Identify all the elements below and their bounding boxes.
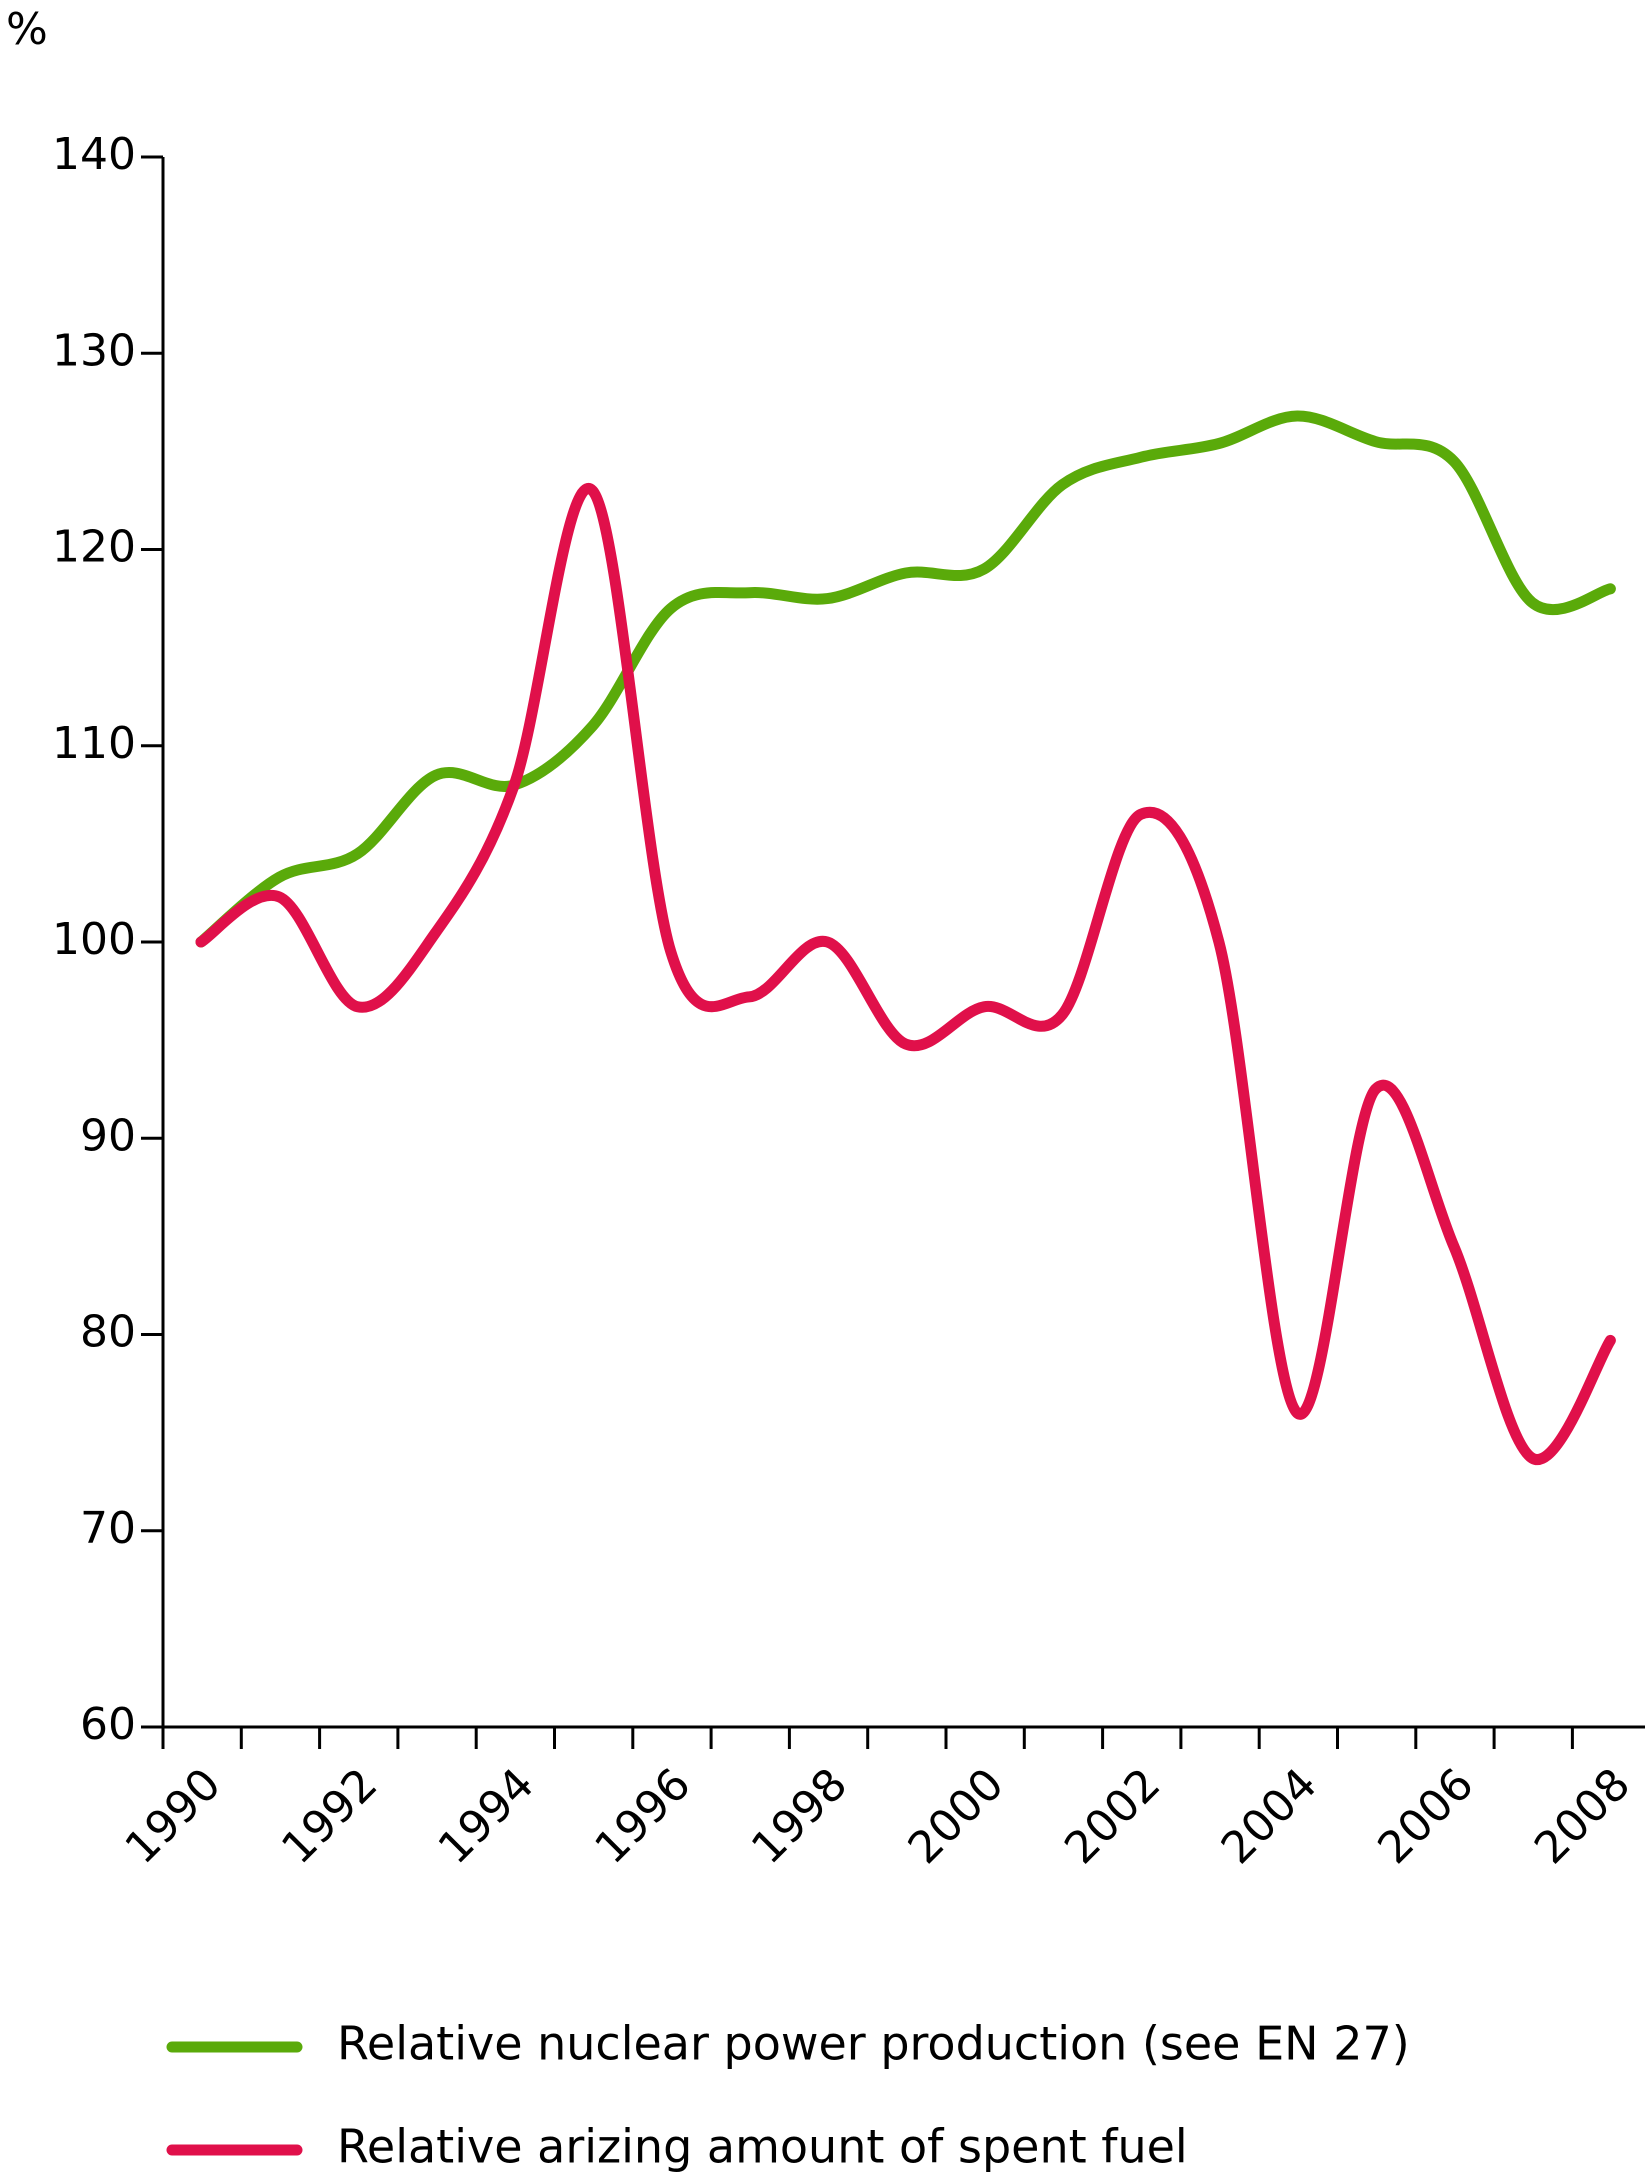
series-layer <box>195 410 1616 1465</box>
x-tick-label: 1990 <box>116 1759 231 1874</box>
y-axis-unit-label: % <box>6 4 48 55</box>
series-line-spent-fuel-amount <box>195 482 1616 1465</box>
x-tick-label: 2002 <box>1055 1759 1170 1874</box>
x-tick-label: 1998 <box>742 1759 857 1874</box>
legend-label: Relative nuclear power production (see E… <box>337 2017 1410 2071</box>
y-tick-label: 80 <box>80 1307 136 1358</box>
y-tick-label: 60 <box>80 1699 136 1750</box>
y-axis-ticks: 60 70 80 90 100 110 120 130 140 <box>52 129 163 1750</box>
series-line-nuclear-power-production <box>195 410 1616 948</box>
legend-label: Relative arizing amount of spent fuel <box>337 2120 1188 2174</box>
x-tick-label: 2004 <box>1212 1759 1327 1874</box>
x-tick-label: 2006 <box>1368 1759 1483 1874</box>
x-tick-label: 1996 <box>585 1759 700 1874</box>
legend: Relative nuclear power production (see E… <box>166 2017 1410 2174</box>
y-tick-label: 70 <box>80 1503 136 1554</box>
y-tick-label: 130 <box>52 325 136 376</box>
x-tick-label: 2008 <box>1525 1759 1640 1874</box>
y-tick-label: 110 <box>52 718 136 769</box>
x-tick-label: 1994 <box>429 1759 544 1874</box>
x-tick-label: 2000 <box>899 1759 1014 1874</box>
y-tick-label: 140 <box>52 129 136 180</box>
y-tick-label: 120 <box>52 522 136 573</box>
y-tick-label: 100 <box>52 914 136 965</box>
x-tick-label: 1992 <box>272 1759 387 1874</box>
x-axis-ticks: 1990 1992 1994 1996 1998 2000 2002 2004 2006 2008 <box>116 1727 1640 1874</box>
y-tick-label: 90 <box>80 1110 136 1161</box>
